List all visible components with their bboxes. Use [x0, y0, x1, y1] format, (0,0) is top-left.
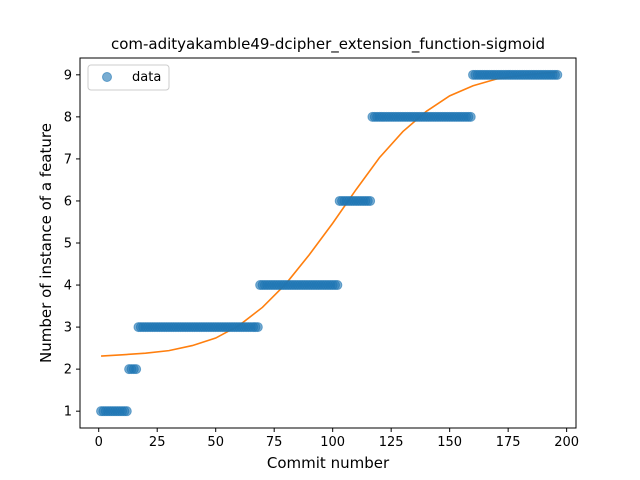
y-tick-label: 6	[64, 194, 72, 209]
x-tick-label: 50	[207, 435, 224, 450]
y-tick-label: 4	[64, 279, 72, 294]
x-tick-label: 0	[95, 435, 103, 450]
sigmoid-fit-line	[101, 71, 558, 357]
x-axis-label: Commit number	[267, 454, 390, 472]
chart-title: com-adityakamble49-dcipher_extension_fun…	[111, 35, 545, 54]
y-tick-label: 1	[64, 405, 72, 420]
plot-frame	[79, 57, 577, 429]
data-point	[465, 111, 476, 122]
y-tick-label: 8	[64, 110, 72, 125]
data-point	[131, 364, 142, 375]
y-tick-label: 5	[64, 237, 72, 252]
data-point	[552, 69, 563, 80]
data-points-layer	[96, 69, 563, 417]
fit-line-layer	[101, 71, 558, 357]
x-tick-label: 25	[149, 435, 166, 450]
x-tick-label: 125	[379, 435, 404, 450]
y-tick-label: 2	[64, 363, 72, 378]
y-tick-label: 7	[64, 152, 72, 167]
axis-ticks-layer: 0 25 50 75 100 125 150 175 200 1 2 3 4 5 6 7 8 9	[64, 68, 579, 450]
y-tick-label: 9	[64, 68, 72, 83]
x-tick-label: 175	[496, 435, 521, 450]
x-tick-label: 150	[437, 435, 462, 450]
y-axis-label: Number of instance of a feature	[37, 123, 55, 363]
x-tick-label: 75	[266, 435, 283, 450]
data-point	[252, 322, 263, 333]
legend-marker	[102, 72, 112, 82]
legend-label-data: data	[132, 70, 161, 85]
y-tick-label: 3	[64, 321, 72, 336]
legend: data	[87, 64, 170, 91]
data-point	[121, 406, 132, 417]
x-tick-label: 100	[320, 435, 345, 450]
data-point	[365, 195, 376, 206]
x-tick-label: 200	[554, 435, 579, 450]
data-point	[332, 280, 343, 291]
legend-box	[87, 64, 170, 91]
